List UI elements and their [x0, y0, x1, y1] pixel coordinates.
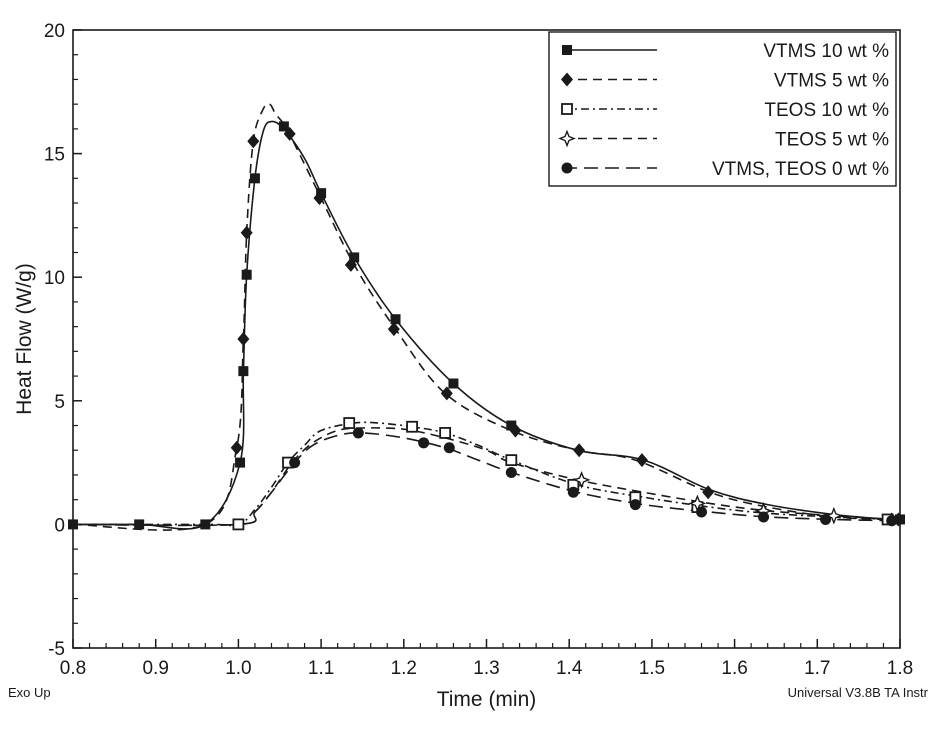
data-point-5: [443, 442, 455, 454]
data-point-3: [232, 518, 245, 531]
x-tick-label: 1.5: [639, 658, 665, 679]
data-point-4: [572, 471, 591, 489]
data-point-2: [573, 443, 586, 458]
data-point-1: [235, 457, 246, 468]
data-point-2: [635, 453, 648, 468]
legend-label-5: VTMS, TEOS 0 wt %: [712, 159, 889, 180]
data-point-2: [509, 423, 522, 438]
data-point-2: [283, 126, 296, 141]
data-point-5: [352, 427, 364, 439]
y-tick-label: 5: [54, 392, 65, 413]
data-point-5: [820, 513, 832, 525]
data-point-5: [886, 515, 898, 527]
data-point-2: [313, 191, 326, 206]
data-point-5: [696, 506, 708, 518]
data-point-1: [200, 519, 211, 530]
legend: VTMS 10 wt % VTMS 5 wt % TEOS 10 wt % TEOS …: [548, 31, 897, 187]
data-point-2: [240, 225, 253, 240]
data-point-4: [824, 506, 843, 525]
data-point-1: [448, 378, 459, 389]
x-tick-label: 1.6: [721, 658, 747, 679]
data-point-2: [230, 440, 243, 455]
legend-marker-3: [561, 103, 573, 115]
x-tick-label: 1.3: [473, 658, 499, 679]
data-point-2: [387, 322, 400, 337]
data-point-3: [439, 427, 452, 439]
data-point-1: [349, 252, 360, 263]
data-point-2: [702, 485, 715, 500]
data-point-2: [237, 332, 250, 346]
series-line-2: [72, 102, 901, 531]
x-tick-label: 1.0: [225, 658, 251, 679]
data-point-1: [249, 173, 260, 184]
data-point-5: [758, 511, 770, 523]
data-point-2: [440, 386, 453, 401]
data-point-1: [278, 121, 289, 132]
tick-labels: 0.8 0.9 1.0 1.1 1.2 1.3 1.4 1.5 1.6 1.7 1.8 -5 0 5 10 1…: [44, 21, 913, 679]
data-point-1: [134, 519, 145, 530]
x-tick-label: 0.9: [142, 658, 168, 679]
data-point-3: [406, 420, 418, 433]
data-point-1: [68, 519, 78, 530]
plot-area: [68, 29, 905, 649]
data-point-5: [418, 437, 430, 449]
y-tick-label: 20: [44, 21, 65, 42]
instrument-note: Universal V3.8B TA Instr: [788, 685, 929, 700]
y-axis-title: Heat Flow (W/g): [13, 263, 36, 415]
data-point-1: [238, 366, 249, 377]
data-point-5: [505, 466, 517, 478]
series-line-4: [72, 427, 901, 527]
data-point-5: [567, 486, 579, 498]
x-tick-label: 0.8: [60, 658, 86, 679]
legend-marker-4: [558, 129, 576, 148]
data-point-3: [343, 417, 356, 429]
legend-marker-5: [561, 162, 573, 174]
data-point-2: [344, 257, 357, 272]
x-tick-label: 1.4: [556, 658, 583, 679]
legend-label-4: TEOS 5 wt %: [775, 130, 889, 151]
legend-label-1: VTMS 10 wt %: [763, 41, 889, 62]
data-point-1: [390, 314, 401, 325]
series-line-3: [73, 421, 901, 527]
exo-up-note: Exo Up: [8, 685, 51, 700]
x-tick-label: 1.7: [804, 658, 830, 679]
data-point-1: [241, 269, 252, 280]
data-point-2: [247, 134, 260, 149]
x-tick-label: 1.1: [308, 658, 334, 679]
y-tick-label: -5: [48, 639, 65, 660]
x-tick-label: 1.8: [887, 658, 913, 679]
y-tick-label: 0: [54, 515, 65, 536]
series-markers: [68, 121, 905, 531]
legend-label-2: VTMS 5 wt %: [774, 71, 889, 92]
axis-ticks: [72, 29, 901, 649]
x-tick-label: 1.2: [391, 658, 417, 679]
x-axis-title: Time (min): [437, 688, 537, 711]
y-tick-label: 10: [44, 268, 65, 289]
data-point-5: [289, 457, 301, 469]
data-point-5: [629, 499, 641, 511]
y-tick-label: 15: [44, 145, 65, 166]
data-point-3: [505, 454, 518, 467]
legend-marker-1: [562, 45, 572, 55]
legend-label-3: TEOS 10 wt %: [764, 100, 889, 121]
data-point-1: [506, 420, 517, 431]
series-line-5: [72, 432, 901, 527]
legend-marker-2: [561, 72, 573, 87]
